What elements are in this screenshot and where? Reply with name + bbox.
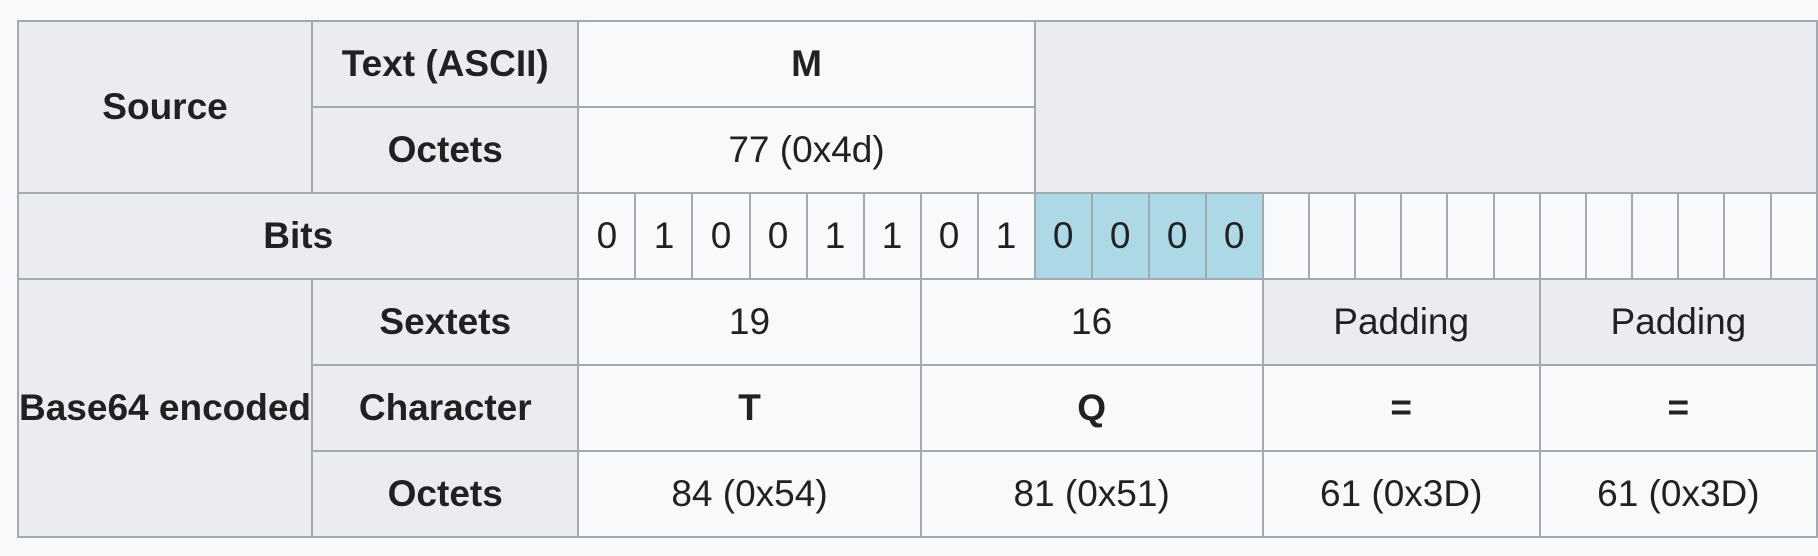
bit-cell: 1 <box>862 192 922 280</box>
unused-source-area <box>1033 20 1818 194</box>
character-value: = <box>1261 364 1541 452</box>
empty-bit-cell <box>1631 192 1680 280</box>
sextets-row: Base64 encoded Sextets 19 16 Padding Pad… <box>16 278 1818 538</box>
sextet-padding: Padding <box>1538 278 1818 366</box>
bit-cell: 1 <box>634 192 694 280</box>
base64-encoded-header: Base64 encoded <box>16 278 314 538</box>
bit-cell: 0 <box>919 192 979 280</box>
empty-bit-cell <box>1677 192 1726 280</box>
bit-cell: 1 <box>805 192 865 280</box>
encoded-octet-value: 81 (0x51) <box>919 450 1264 538</box>
empty-bit-cell <box>1400 192 1449 280</box>
source-octets-row: Octets 77 (0x4d) <box>18 106 1817 194</box>
encoded-octets-header: Octets <box>311 450 580 538</box>
empty-bit-cell <box>1723 192 1772 280</box>
empty-bit-cell <box>1307 192 1357 280</box>
source-octets-value: 77 (0x4d) <box>577 106 1036 194</box>
bit-cell: 0 <box>748 192 808 280</box>
sextet-value: 19 <box>577 278 922 366</box>
encoded-octet-value: 84 (0x54) <box>577 450 922 538</box>
base64-encoding-table: Source Text (ASCII) M Octets 77 (0x4d) B… <box>16 20 1818 538</box>
padding-bit-cell: 0 <box>1147 192 1207 280</box>
bit-cell: 1 <box>976 192 1036 280</box>
sextet-padding: Padding <box>1261 278 1541 366</box>
text-ascii-header: Text (ASCII) <box>311 20 580 108</box>
padding-bit-cell: 0 <box>1033 192 1093 280</box>
padding-bit-cell: 0 <box>1090 192 1150 280</box>
character-value: T <box>577 364 922 452</box>
empty-bit-cell <box>1446 192 1495 280</box>
source-text-row: Source Text (ASCII) M <box>16 20 1818 194</box>
sextets-header: Sextets <box>311 278 580 366</box>
character-value: = <box>1538 364 1818 452</box>
empty-bit-cell <box>1492 192 1541 280</box>
character-header: Character <box>311 364 580 452</box>
bits-header: Bits <box>16 192 580 280</box>
empty-bit-cell <box>1538 192 1587 280</box>
bit-cell: 0 <box>691 192 751 280</box>
encoded-octets-row: Octets 84 (0x54) 81 (0x51) 61 (0x3D) 61 … <box>18 450 1818 538</box>
empty-bit-cell <box>1769 192 1818 280</box>
empty-bit-cell <box>1261 192 1310 280</box>
empty-bit-cell <box>1354 192 1403 280</box>
padding-bit-cell: 0 <box>1204 192 1264 280</box>
sextet-value: 16 <box>919 278 1264 366</box>
bits-row: Bits 0 1 0 0 1 1 0 1 0 0 0 0 <box>16 192 1818 280</box>
empty-bit-cell <box>1584 192 1634 280</box>
character-value: Q <box>919 364 1264 452</box>
source-octets-header: Octets <box>311 106 580 194</box>
encoded-octet-value: 61 (0x3D) <box>1538 450 1818 538</box>
character-row: Character T Q = = <box>18 364 1818 452</box>
text-ascii-value: M <box>577 20 1036 108</box>
bit-cell: 0 <box>577 192 637 280</box>
encoded-octet-value: 61 (0x3D) <box>1261 450 1541 538</box>
source-header: Source <box>16 20 314 194</box>
